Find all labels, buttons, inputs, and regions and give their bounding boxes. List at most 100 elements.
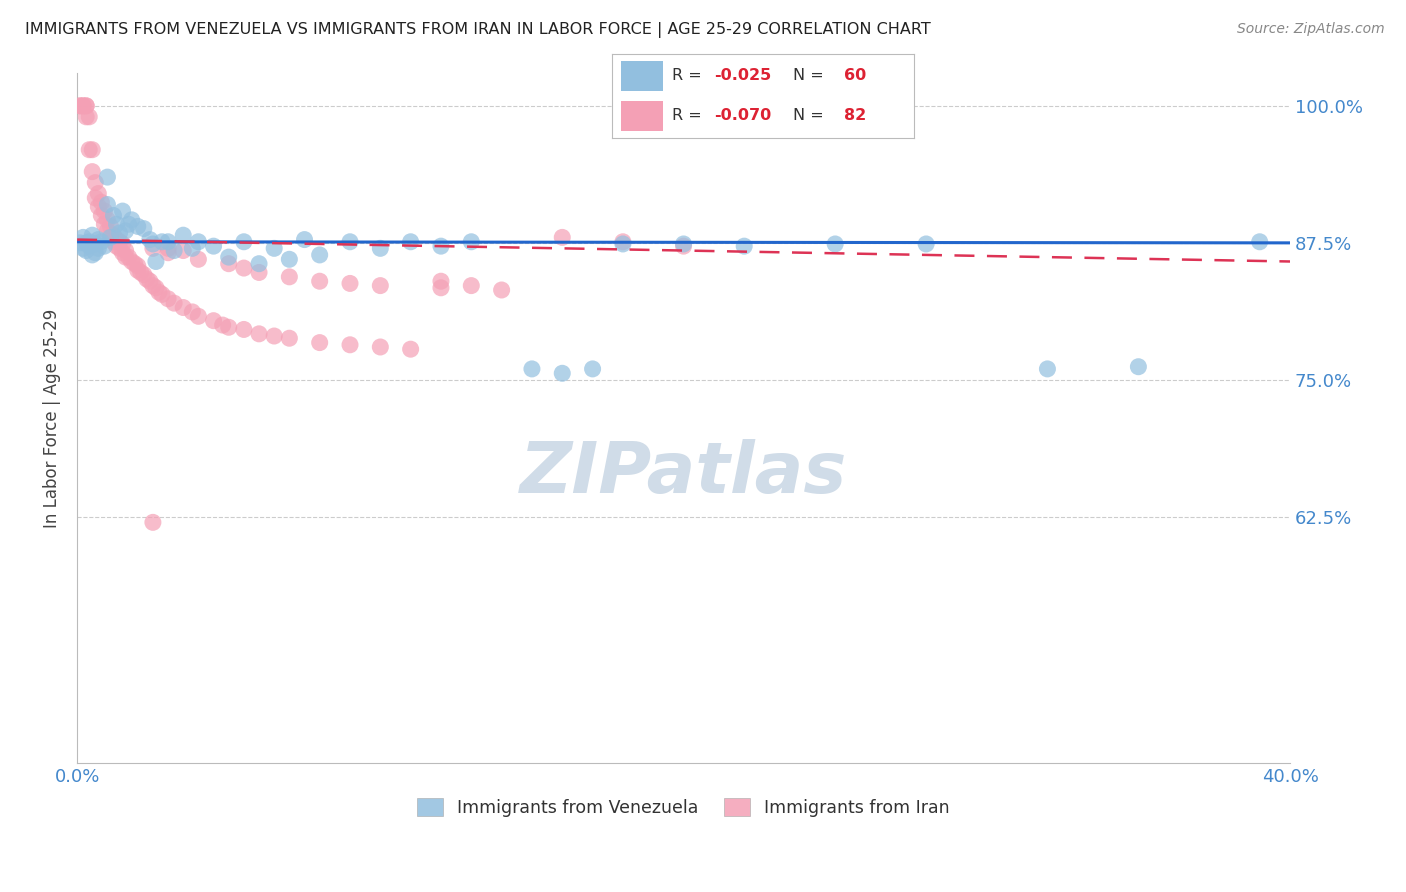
- Point: [1036, 362, 1059, 376]
- Point: [139, 274, 162, 288]
- Point: [77, 239, 100, 253]
- Point: [247, 265, 270, 279]
- Point: [105, 233, 128, 247]
- Point: [75, 99, 97, 113]
- Text: N =: N =: [793, 108, 830, 123]
- Point: [90, 235, 112, 249]
- Point: [142, 516, 165, 530]
- Point: [370, 241, 392, 255]
- Point: [90, 195, 112, 210]
- Point: [117, 250, 139, 264]
- Point: [82, 248, 104, 262]
- Point: [96, 212, 118, 227]
- Point: [142, 241, 165, 255]
- Point: [150, 287, 173, 301]
- Point: [87, 186, 110, 201]
- Point: [232, 235, 254, 249]
- Point: [278, 252, 301, 267]
- Point: [232, 322, 254, 336]
- Point: [96, 224, 118, 238]
- Text: R =: R =: [672, 108, 707, 123]
- Point: [93, 239, 115, 253]
- Point: [105, 239, 128, 253]
- Point: [915, 236, 938, 251]
- Point: [551, 366, 574, 380]
- Point: [105, 217, 128, 231]
- Point: [430, 239, 453, 253]
- Point: [339, 277, 361, 291]
- Point: [399, 342, 422, 356]
- Point: [460, 278, 482, 293]
- Point: [139, 233, 162, 247]
- Point: [111, 204, 134, 219]
- Y-axis label: In Labor Force | Age 25-29: In Labor Force | Age 25-29: [44, 309, 60, 528]
- Point: [75, 110, 97, 124]
- Point: [278, 269, 301, 284]
- Point: [93, 204, 115, 219]
- Point: [84, 236, 107, 251]
- Point: [142, 236, 165, 251]
- Point: [399, 235, 422, 249]
- Point: [103, 228, 125, 243]
- Point: [218, 320, 240, 334]
- Point: [111, 236, 134, 251]
- Text: ZIPatlas: ZIPatlas: [520, 439, 848, 508]
- Point: [96, 197, 118, 211]
- Point: [263, 329, 285, 343]
- Point: [132, 268, 155, 282]
- Point: [491, 283, 513, 297]
- Point: [172, 301, 194, 315]
- Point: [103, 235, 125, 249]
- Text: -0.025: -0.025: [714, 69, 772, 84]
- Point: [72, 230, 94, 244]
- Point: [157, 235, 180, 249]
- Point: [100, 230, 122, 244]
- Point: [308, 335, 330, 350]
- Point: [430, 274, 453, 288]
- Point: [127, 259, 149, 273]
- Text: Source: ZipAtlas.com: Source: ZipAtlas.com: [1237, 22, 1385, 37]
- Text: IMMIGRANTS FROM VENEZUELA VS IMMIGRANTS FROM IRAN IN LABOR FORCE | AGE 25-29 COR: IMMIGRANTS FROM VENEZUELA VS IMMIGRANTS …: [25, 22, 931, 38]
- Point: [181, 305, 204, 319]
- Point: [75, 244, 97, 258]
- Point: [163, 244, 186, 258]
- Point: [163, 296, 186, 310]
- Point: [187, 252, 209, 267]
- Legend: Immigrants from Venezuela, Immigrants from Iran: Immigrants from Venezuela, Immigrants fr…: [411, 791, 957, 824]
- Point: [1128, 359, 1150, 374]
- Point: [77, 235, 100, 249]
- Point: [69, 235, 91, 250]
- Point: [370, 340, 392, 354]
- Point: [103, 209, 125, 223]
- Point: [72, 99, 94, 113]
- Point: [84, 245, 107, 260]
- Point: [148, 285, 170, 300]
- Text: N =: N =: [793, 69, 830, 84]
- Point: [108, 235, 131, 249]
- Point: [142, 278, 165, 293]
- FancyBboxPatch shape: [620, 101, 664, 130]
- Point: [72, 241, 94, 255]
- Point: [90, 209, 112, 223]
- Point: [672, 239, 695, 253]
- Point: [93, 217, 115, 231]
- FancyBboxPatch shape: [620, 62, 664, 91]
- Point: [157, 292, 180, 306]
- Point: [294, 233, 316, 247]
- Point: [121, 212, 143, 227]
- Point: [77, 143, 100, 157]
- Point: [612, 235, 634, 249]
- Point: [581, 362, 603, 376]
- Point: [247, 257, 270, 271]
- Point: [551, 230, 574, 244]
- Point: [181, 241, 204, 255]
- Point: [202, 239, 225, 253]
- Point: [187, 235, 209, 249]
- Point: [100, 230, 122, 244]
- Point: [308, 274, 330, 288]
- Point: [430, 281, 453, 295]
- Point: [129, 265, 152, 279]
- Point: [127, 263, 149, 277]
- Point: [308, 248, 330, 262]
- Text: 82: 82: [845, 108, 866, 123]
